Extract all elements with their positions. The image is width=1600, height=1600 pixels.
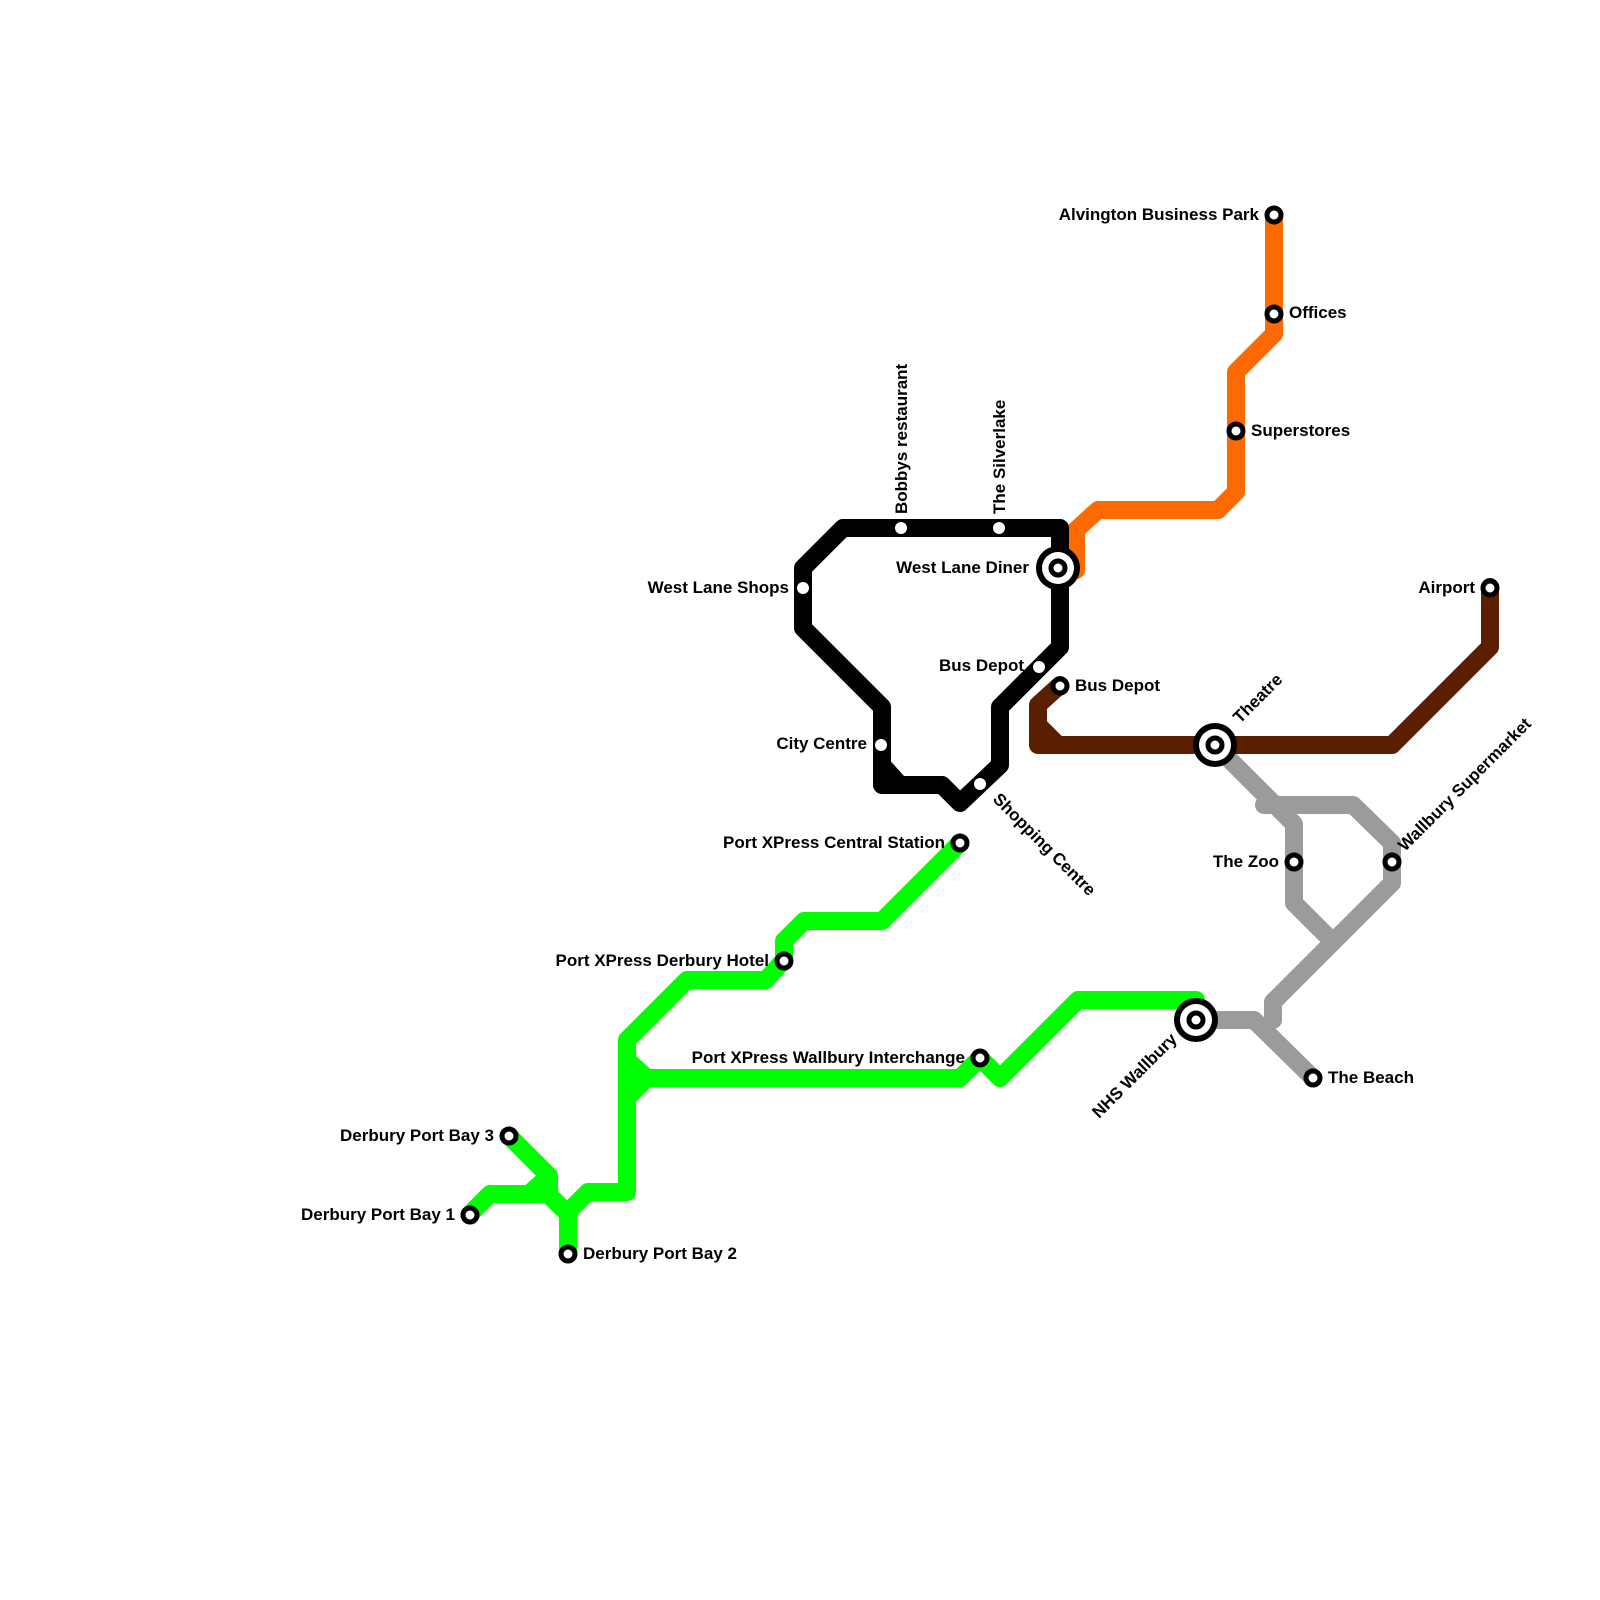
station-alvington[interactable] [1264,205,1284,225]
label-px-derbury-hotel: Port XPress Derbury Hotel [555,951,769,970]
station-px-derbury-hotel[interactable] [774,951,794,971]
black-line-path [873,756,909,794]
label-nhs-wallbury: NHS Wallbury [1088,1029,1181,1122]
green-line-path [618,1069,656,1107]
station-beach[interactable] [1303,1068,1323,1088]
label-superstores: Superstores [1251,421,1350,440]
station-bay2[interactable] [558,1244,578,1264]
green-line-path [559,834,969,1263]
station-bus-depot-brown[interactable] [1050,676,1070,696]
label-bus-depot-black: Bus Depot [939,656,1024,675]
black-line [794,519,1069,812]
station-west-lane-shops[interactable] [797,582,809,594]
label-theatre: Theatre [1229,670,1286,727]
station-city-centre[interactable] [875,739,887,751]
interchange-core [1205,735,1225,755]
black-line-path [794,519,1069,812]
label-alvington: Alvington Business Park [1059,205,1260,224]
label-airport: Airport [1418,578,1475,597]
brown-line-path [1029,578,1499,754]
gray-line [1187,736,1401,1087]
label-px-central: Port XPress Central Station [723,833,945,852]
brown-line-path [1029,716,1067,754]
label-shopping-centre: Shopping Centre [989,789,1099,899]
interchange-core [1048,558,1068,578]
label-wallbury-supermarket: Wallbury Supermarket [1394,714,1535,855]
label-bus-depot-brown: Bus Depot [1075,676,1160,695]
label-bobbys: Bobbys restaurant [892,363,911,514]
station-silverlake[interactable] [993,522,1005,534]
station-px-central[interactable] [950,833,970,853]
label-beach: The Beach [1328,1068,1414,1087]
station-bobbys[interactable] [895,522,907,534]
gray-line-path [1206,736,1401,951]
label-px-wallbury: Port XPress Wallbury Interchange [692,1048,965,1067]
label-silverlake: The Silverlake [990,400,1009,514]
station-superstores[interactable] [1226,421,1246,441]
brown-line [1029,578,1499,754]
station-zoo[interactable] [1284,852,1304,872]
labels: Bobbys restaurant The Silverlake West La… [301,205,1535,1263]
station-offices[interactable] [1264,304,1284,324]
stations [460,205,1500,1264]
station-bay3[interactable] [499,1126,519,1146]
station-shopping-centre[interactable] [974,778,986,790]
label-zoo: The Zoo [1213,852,1279,871]
label-west-lane-shops: West Lane Shops [648,578,789,597]
label-west-lane-diner: West Lane Diner [896,558,1029,577]
station-bay1[interactable] [460,1205,480,1225]
green-line-path [520,1167,558,1203]
gray-line-path [1264,933,1342,1029]
station-bus-depot-black[interactable] [1033,661,1045,673]
interchange-core [1186,1010,1206,1030]
label-bay2: Derbury Port Bay 2 [583,1244,737,1263]
label-bay1: Derbury Port Bay 1 [301,1205,455,1224]
orange-line [1067,206,1283,579]
station-wallbury-supermarket[interactable] [1382,852,1402,872]
green-line-path [461,1185,577,1223]
label-offices: Offices [1289,303,1347,322]
label-city-centre: City Centre [776,734,867,753]
station-airport[interactable] [1480,578,1500,598]
station-px-wallbury[interactable] [970,1048,990,1068]
label-bay3: Derbury Port Bay 3 [340,1126,494,1145]
